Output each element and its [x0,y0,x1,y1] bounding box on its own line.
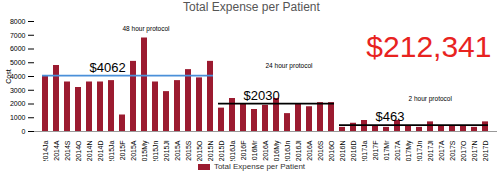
svg-text:2017F: 2017F [372,141,379,161]
svg-text:Cost: Cost [5,69,12,83]
svg-text:$212,341: $212,341 [366,30,491,63]
html-text:Total Expense per Patient: Total Expense per Patient [183,0,320,14]
svg-text:$4062: $4062 [90,60,126,75]
svg-text:2017N: 2017N [471,141,478,162]
svg-text:2017My: 2017My [405,140,413,161]
svg-text:2014O: 2014O [75,140,82,161]
svg-text:7000: 7000 [10,31,26,38]
svg-text:2016A: 2016A [262,140,269,161]
svg-text:2017Mr: 2017Mr [383,140,390,161]
svg-text:2 hour protocol: 2 hour protocol [409,95,453,103]
svg-text:8000: 8000 [10,18,26,25]
svg-text:2015S: 2015S [185,140,192,161]
svg-text:2015D: 2015D [218,141,225,162]
svg-text:2015Jl: 2015Jl [163,140,170,161]
svg-text:$463: $463 [376,109,405,124]
svg-text:$2030: $2030 [244,88,280,103]
svg-text:2016Ja: 2016Ja [229,140,236,161]
svg-text:2014A: 2014A [53,140,60,161]
svg-text:2016My: 2016My [273,140,281,161]
svg-text:2016Mr: 2016Mr [251,140,258,161]
svg-text:2015Jn: 2015Jn [152,140,159,161]
svg-text:1000: 1000 [10,114,26,121]
svg-text:2016F: 2016F [240,141,247,161]
svg-text:2016A: 2016A [306,140,313,161]
svg-text:2017Jl: 2017Jl [427,140,434,161]
svg-text:2015N: 2015N [207,141,214,162]
svg-text:0: 0 [22,128,26,135]
svg-text:2015Ja: 2015Ja [108,140,115,161]
svg-text:2015A: 2015A [174,140,181,161]
svg-text:24 hour protocol: 24 hour protocol [266,62,314,70]
svg-text:2016S: 2016S [317,140,324,161]
svg-text:2017S: 2017S [449,140,456,161]
svg-text:5000: 5000 [10,59,26,66]
svg-text:2017D: 2017D [482,141,489,162]
svg-text:2017A: 2017A [394,140,401,161]
html-text:Total Expense per Patient: Total Expense per Patient [213,162,306,171]
svg-text:2015My: 2015My [141,140,149,161]
svg-text:2017Jn: 2017Jn [416,140,423,161]
svg-text:2016O: 2016O [328,140,335,161]
svg-text:2017A: 2017A [438,140,445,161]
svg-text:48 hour protocol: 48 hour protocol [123,25,171,33]
svg-text:2015A: 2015A [130,140,137,161]
svg-text:2014N: 2014N [86,141,93,162]
svg-text:2016D: 2016D [350,141,357,162]
svg-text:2014D: 2014D [97,141,104,162]
svg-text:2016Jn: 2016Jn [284,140,291,161]
svg-text:2015F: 2015F [119,141,126,161]
svg-text:2016Jl: 2016Jl [295,140,302,161]
svg-text:2017O: 2017O [460,140,467,161]
svg-text:2015O: 2015O [196,140,203,161]
svg-text:2000: 2000 [10,100,26,107]
svg-text:2016N: 2016N [339,141,346,162]
svg-text:2017Ja: 2017Ja [361,140,368,161]
svg-text:3000: 3000 [10,86,26,93]
svg-text:2014S: 2014S [64,140,71,161]
svg-text:2014Ja: 2014Ja [42,140,49,161]
svg-text:6000: 6000 [10,45,26,52]
svg-text:4000: 4000 [9,72,26,80]
